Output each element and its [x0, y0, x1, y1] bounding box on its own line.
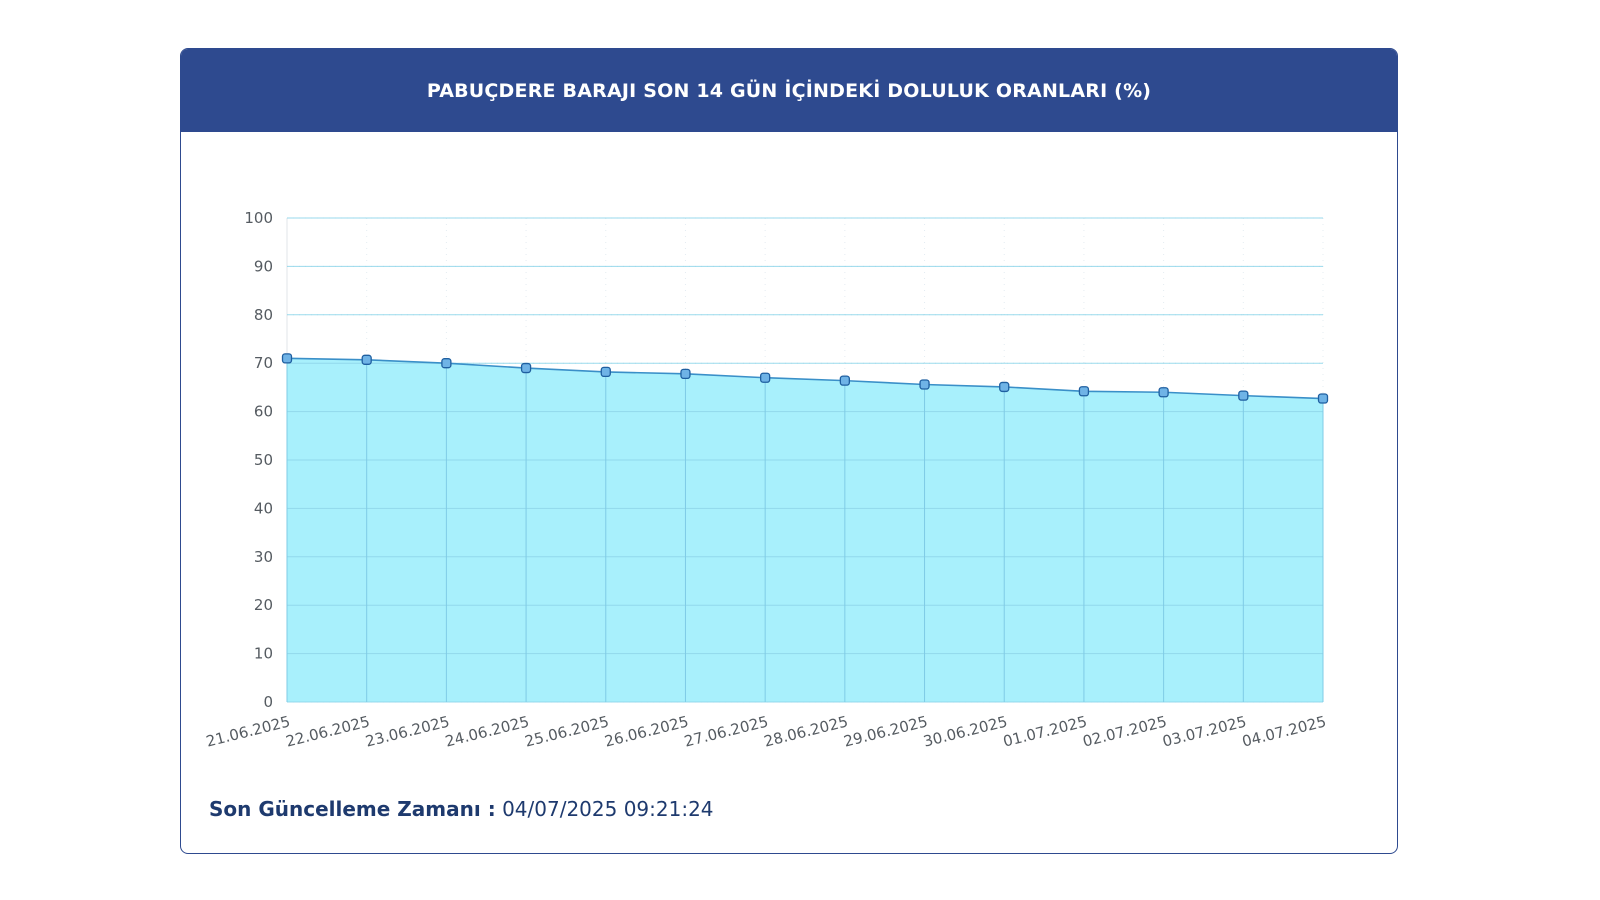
last-update-value: 04/07/2025 09:21:24	[502, 797, 714, 821]
data-point	[1158, 387, 1169, 398]
x-axis: 21.06.202522.06.202523.06.202524.06.2025…	[204, 712, 1328, 750]
data-point	[281, 353, 293, 364]
x-tick-label: 29.06.2025	[842, 712, 930, 750]
last-update: Son Güncelleme Zamanı : 04/07/2025 09:21…	[209, 797, 714, 821]
y-tick-label: 0	[263, 693, 273, 711]
data-point	[999, 381, 1010, 393]
data-point	[520, 362, 532, 374]
x-tick-label: 02.07.2025	[1081, 712, 1169, 750]
data-point	[919, 379, 930, 390]
y-tick-label: 40	[254, 499, 273, 517]
data-point	[1078, 386, 1090, 397]
x-tick-label: 25.06.2025	[523, 712, 611, 750]
y-axis: 0 10 20 30 40 50 60 70 80 90 100	[244, 209, 273, 711]
area-chart: 0 10 20 30 40 50 60 70 80 90 100 21.06.202522.06.2…	[204, 209, 1329, 751]
chart-card: PABUÇDERE BARAJI SON 14 GÜN İÇİNDEKİ DOL…	[180, 48, 1398, 854]
x-tick-label: 03.07.2025	[1161, 712, 1249, 750]
x-tick-label: 23.06.2025	[364, 712, 452, 750]
data-point	[760, 372, 771, 383]
x-tick-label: 24.06.2025	[443, 712, 531, 750]
y-tick-label: 20	[254, 596, 273, 614]
y-tick-label: 60	[254, 403, 273, 421]
chart-area: 0 10 20 30 40 50 60 70 80 90 100 21.06.2025 22.06.2…	[181, 132, 1397, 782]
area-fill	[287, 358, 1323, 702]
data-point	[441, 358, 452, 369]
area-layer	[286, 217, 1324, 703]
y-tick-label: 50	[254, 451, 273, 469]
data-point	[1317, 393, 1329, 404]
x-tick-label: 28.06.2025	[762, 712, 850, 750]
y-tick-label: 10	[254, 645, 273, 663]
x-tick-label: 04.07.2025	[1240, 712, 1328, 750]
chart-title: PABUÇDERE BARAJI SON 14 GÜN İÇİNDEKİ DOL…	[426, 79, 1152, 102]
x-tick-label: 22.06.2025	[284, 712, 372, 750]
y-tick-label: 30	[254, 548, 273, 566]
series-line	[286, 357, 1324, 400]
x-tick-label: 21.06.2025	[204, 712, 292, 750]
x-tick-label: 27.06.2025	[682, 712, 770, 750]
y-tick-label: 90	[254, 257, 273, 275]
y-tick-label: 100	[244, 209, 273, 227]
card-header: PABUÇDERE BARAJI SON 14 GÜN İÇİNDEKİ DOL…	[181, 49, 1397, 132]
x-tick-label: 26.06.2025	[603, 712, 691, 750]
data-point	[839, 375, 850, 386]
y-tick-label: 80	[254, 306, 273, 324]
x-tick-label: 01.07.2025	[1001, 712, 1089, 750]
data-point	[1238, 390, 1249, 401]
data-point	[600, 366, 611, 378]
marker-layer	[281, 353, 1329, 404]
last-update-label: Son Güncelleme Zamanı :	[209, 797, 496, 821]
y-tick-label: 70	[254, 354, 273, 372]
line-layer	[286, 357, 1324, 400]
data-point	[680, 368, 691, 379]
data-point	[361, 354, 372, 365]
x-tick-label: 30.06.2025	[922, 712, 1010, 750]
